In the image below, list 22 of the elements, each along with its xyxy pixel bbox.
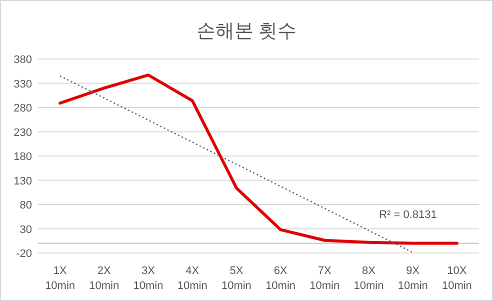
y-tick-label: 380 — [14, 54, 32, 66]
x-tick-label: 7X 10min — [310, 265, 340, 292]
y-tick-label: 230 — [14, 126, 32, 139]
x-tick-label: 1X 10min — [45, 265, 76, 292]
x-tick-label: 9X 10min — [398, 265, 428, 292]
line-series — [58, 74, 458, 245]
annotation: R² = 0.8131 — [379, 209, 437, 221]
x-tick-label: 8X 10min — [354, 265, 384, 292]
x-tick-label: 2X 10min — [89, 265, 120, 292]
chart-title: 손해본 횟수 — [196, 21, 297, 42]
x-tick-label: 6X 10min — [266, 265, 296, 292]
y-tick-label: -20 — [16, 248, 32, 260]
x-tick-label: 4X 10min — [177, 265, 208, 292]
y-tick-label: 180 — [14, 151, 32, 163]
y-tick-label: 280 — [14, 102, 32, 114]
x-tick-label: 10X 10min — [442, 265, 472, 292]
y-tick-label: 330 — [14, 78, 32, 90]
x-tick-label: 5X 10min — [221, 265, 252, 292]
x-tick-label: 3X 10min — [133, 265, 164, 292]
y-tick-label: 130 — [14, 175, 32, 188]
y-tick-label: 30 — [20, 224, 32, 236]
y-tick-label: 80 — [20, 200, 32, 212]
